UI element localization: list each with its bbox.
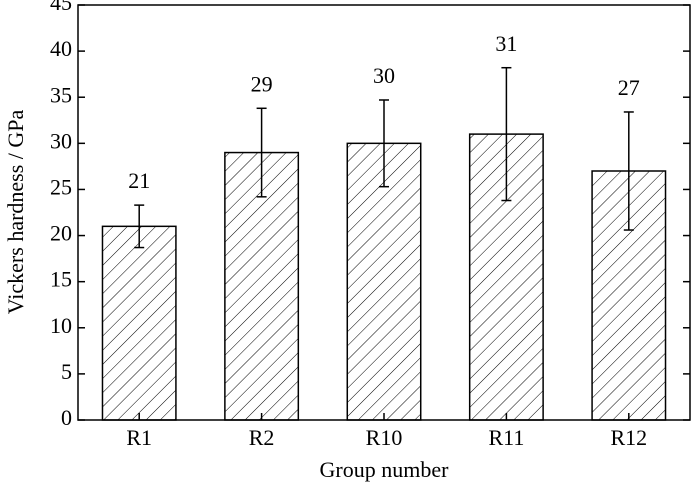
y-tick-label: 5 (61, 359, 72, 384)
bar (346, 142, 422, 421)
x-tick-label: R1 (126, 425, 152, 450)
data-label: 21 (128, 168, 150, 193)
y-tick-label: 10 (50, 313, 72, 338)
y-tick-label: 25 (50, 174, 72, 199)
data-label: 27 (618, 75, 640, 100)
y-tick-label: 45 (50, 0, 72, 15)
error-bar (134, 204, 145, 249)
y-axis-label: Vickers hardness / GPa (3, 109, 28, 314)
x-tick-label: R11 (488, 425, 524, 450)
error-bar (256, 107, 267, 198)
data-label: 31 (495, 31, 517, 56)
y-tick-label: 0 (61, 405, 72, 430)
y-tick-label: 15 (50, 267, 72, 292)
x-axis-label: Group number (320, 457, 450, 482)
x-tick-label: R10 (366, 425, 403, 450)
error-bar (623, 111, 634, 231)
error-bar (379, 99, 389, 188)
y-tick-label: 35 (50, 82, 72, 107)
y-tick-label: 20 (50, 221, 72, 246)
bar (101, 225, 177, 421)
error-bar (501, 66, 512, 202)
data-label: 29 (251, 71, 273, 96)
x-tick-label: R12 (610, 425, 647, 450)
y-tick-label: 40 (50, 36, 72, 61)
data-label: 30 (373, 63, 395, 88)
y-tick-label: 30 (50, 128, 72, 153)
x-tick-label: R2 (249, 425, 275, 450)
